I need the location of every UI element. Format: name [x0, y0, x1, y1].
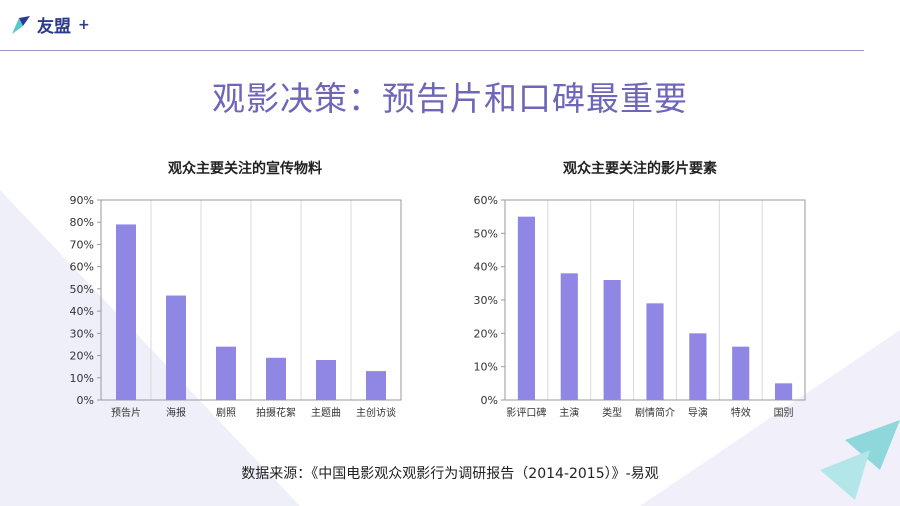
- x-tick-label: 剧照: [216, 407, 236, 419]
- y-tick-label: 10%: [474, 361, 498, 374]
- source-note: 数据来源：《中国电影观众观影行为调研报告（2014-2015）》-易观: [241, 466, 659, 482]
- x-tick-label: 预告片: [111, 406, 141, 419]
- y-tick-label: 60%: [474, 194, 498, 207]
- bar: [366, 371, 386, 400]
- page-title: 观影决策：预告片和口碑最重要: [212, 79, 688, 118]
- x-tick-label: 主题曲: [311, 407, 341, 419]
- x-tick-label: 国别: [774, 407, 794, 419]
- y-tick-label: 40%: [474, 261, 498, 274]
- y-tick-label: 80%: [70, 216, 94, 229]
- bar: [216, 346, 236, 400]
- x-tick-label: 剧情简介: [635, 406, 675, 419]
- logo-plus: +: [78, 16, 90, 33]
- bar: [116, 224, 136, 400]
- y-tick-label: 10%: [70, 372, 94, 385]
- header-divider: [0, 50, 864, 51]
- y-tick-label: 60%: [70, 261, 94, 274]
- bar: [732, 346, 750, 400]
- x-tick-label: 主创访谈: [356, 406, 396, 419]
- chart-plot: 0% 10% 20% 30% 40% 50% 60% 影评口碑 主演 类型 剧情简介 导演 特效 国别: [474, 194, 806, 419]
- x-tick-label: 类型: [602, 406, 622, 419]
- y-tick-label: 40%: [70, 305, 94, 318]
- chart-film-elements: 观众主要关注的影片要素 0% 10% 20% 30% 40% 50% 60% 影评口碑 主演 类型…: [455, 150, 825, 430]
- y-tick-label: 70%: [70, 238, 94, 251]
- bar: [517, 216, 535, 400]
- y-tick-label: 90%: [70, 194, 94, 207]
- x-tick-label: 拍摄花絮: [256, 406, 296, 419]
- x-tick-label: 海报: [166, 406, 186, 419]
- x-tick-label: 特效: [731, 406, 751, 419]
- bar: [316, 360, 336, 400]
- bar: [775, 383, 793, 400]
- y-tick-label: 0%: [77, 394, 94, 407]
- bar: [646, 303, 664, 400]
- bar: [560, 273, 578, 400]
- bar: [266, 357, 286, 400]
- y-tick-label: 30%: [70, 327, 94, 340]
- chart-title: 观众主要关注的影片要素: [563, 161, 717, 177]
- y-tick-label: 50%: [474, 227, 498, 240]
- chart-plot: 0% 10% 20% 30% 40% 50% 60% 70% 80% 90% 预告片 海报 剧照 拍摄花絮…: [70, 194, 402, 419]
- y-tick-label: 20%: [474, 327, 498, 340]
- x-tick-label: 主演: [559, 406, 579, 419]
- bar: [603, 280, 621, 400]
- chart-promo-materials: 观众主要关注的宣传物料 0% 10% 20% 30% 40% 50% 60% 70% 80% 90…: [55, 150, 435, 430]
- logo-text: 友盟: [37, 17, 71, 37]
- y-tick-label: 30%: [474, 294, 498, 307]
- x-tick-label: 导演: [688, 406, 708, 419]
- y-tick-label: 20%: [70, 350, 94, 363]
- brand-logo: 友盟 +: [10, 12, 90, 37]
- logo-icon: [12, 15, 30, 34]
- chart-title: 观众主要关注的宣传物料: [168, 161, 322, 177]
- plot-frame: [100, 199, 402, 401]
- y-tick-label: 50%: [70, 283, 94, 296]
- bar: [166, 295, 186, 400]
- bar: [689, 333, 707, 400]
- x-tick-label: 影评口碑: [506, 406, 546, 419]
- y-tick-label: 0%: [481, 394, 498, 407]
